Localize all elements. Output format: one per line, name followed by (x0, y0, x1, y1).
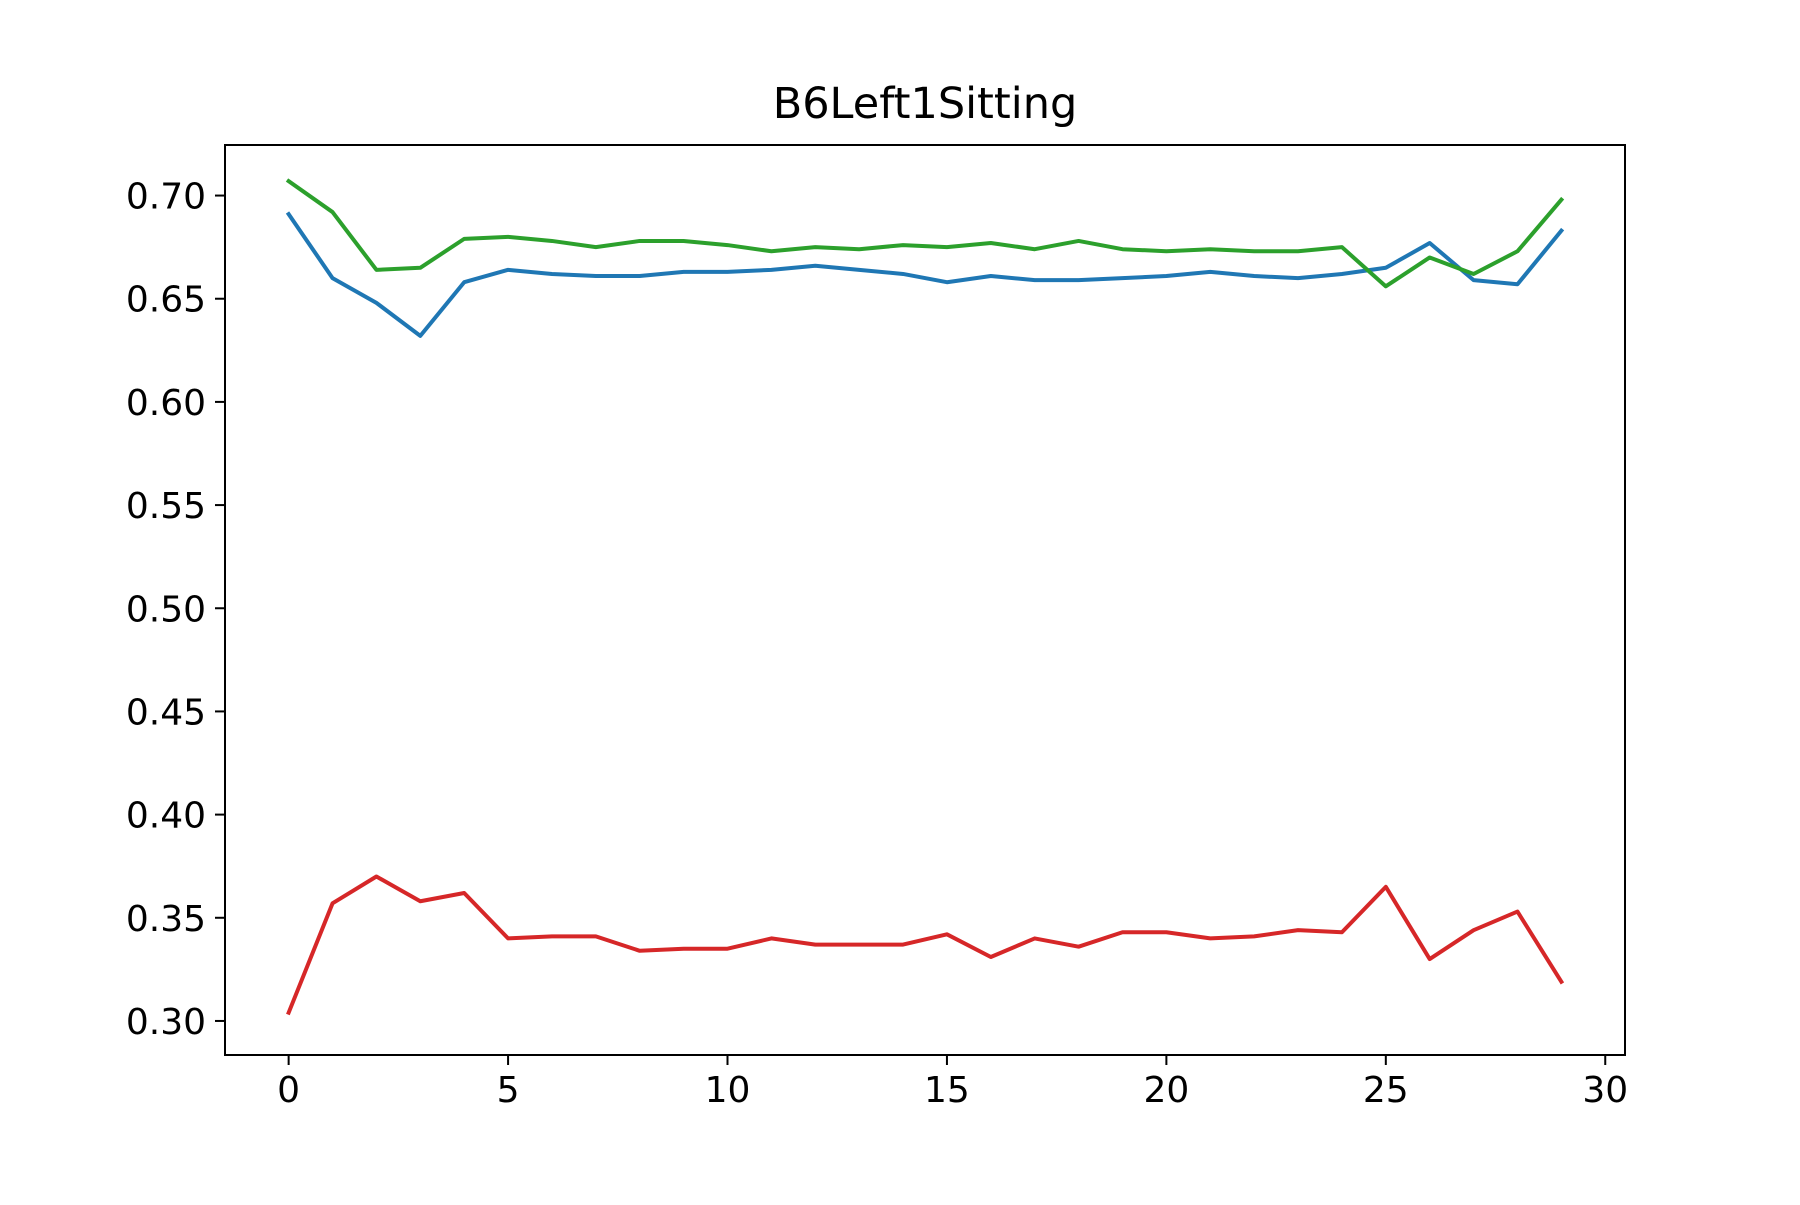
series-line-3 (286, 874, 1565, 1016)
x-tick-label: 25 (1363, 1070, 1409, 1111)
y-tick-label: 0.40 (126, 796, 206, 837)
x-axis: 0 5 10 15 20 25 30 (277, 1055, 1628, 1111)
y-tick-label: 0.45 (126, 692, 206, 733)
y-tick-label: 0.65 (126, 280, 206, 321)
x-tick-label: 20 (1143, 1070, 1189, 1111)
series-layer (285, 178, 1565, 1016)
y-tick-label: 0.60 (126, 383, 206, 424)
chart-title: B6Left1Sitting (773, 79, 1078, 129)
y-axis: 0.30 0.35 0.40 0.45 0.50 0.55 0.60 0.65 0.70 (126, 177, 225, 1043)
series-line-2 (285, 178, 1565, 289)
x-tick-label: 0 (277, 1070, 300, 1111)
y-tick-label: 0.55 (126, 486, 206, 527)
x-tick-label: 30 (1582, 1070, 1628, 1111)
x-tick-label: 15 (924, 1070, 970, 1111)
series-line-1 (285, 211, 1565, 338)
y-tick-label: 0.35 (126, 899, 206, 940)
y-tick-label: 0.30 (126, 1002, 206, 1043)
plot-area-frame (224, 144, 1626, 1056)
y-tick-label: 0.50 (126, 589, 206, 630)
y-tick-label: 0.70 (126, 177, 206, 218)
x-tick-label: 5 (497, 1070, 520, 1111)
x-tick-label: 10 (705, 1070, 751, 1111)
